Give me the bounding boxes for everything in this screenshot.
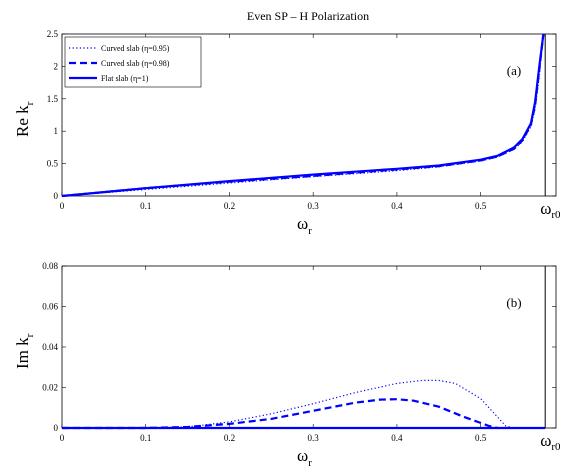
- plot-frame: [61, 265, 557, 429]
- legend-entry-label: Curved slab (η=0.98): [101, 59, 170, 68]
- x-tick-label: 0.4: [391, 433, 403, 443]
- y-tick-label: 0: [54, 191, 59, 201]
- x-axis-label: ωr: [297, 446, 312, 469]
- series-line-dashed: [62, 398, 498, 430]
- panel-annotation: (a): [507, 63, 521, 78]
- y-tick-label: 0.08: [42, 261, 58, 271]
- x-tick-label: 0.1: [140, 201, 151, 211]
- omega-r0-label: ωr0: [540, 199, 561, 221]
- x-tick-label: 0: [60, 201, 65, 211]
- x-tick-label: 0: [60, 433, 65, 443]
- x-tick-label: 0.2: [224, 201, 235, 211]
- y-tick-label: 0.06: [42, 302, 58, 312]
- omega-r0-label: ωr0: [540, 431, 561, 453]
- panel-a: 0 0.1 0.2 0.3 0.4 0.5 0 0.5 1 1.5 2 2.5 ωr Re kr ωr0 (a…: [13, 29, 561, 237]
- series-line-solid: [61, 33, 545, 198]
- y-tick-label: 0: [54, 423, 59, 433]
- chart-title: Even SP – H Polarization: [247, 9, 369, 23]
- legend-entry-label: Flat slab (η=1): [101, 74, 149, 83]
- x-tick-label: 0.4: [391, 201, 403, 211]
- x-axis-label: ωr: [297, 214, 312, 237]
- y-tick-label: 2.5: [47, 29, 59, 39]
- y-tick-label: 0.5: [47, 159, 59, 169]
- x-tick-label: 0.2: [224, 433, 235, 443]
- x-tick-label: 0.5: [475, 201, 487, 211]
- y-axis-label: Re kr: [13, 101, 36, 137]
- x-tick-label: 0.3: [308, 433, 320, 443]
- y-axis-label: Im kr: [13, 333, 36, 369]
- y-tick-label: 0.04: [42, 342, 58, 352]
- y-tick-label: 1.5: [47, 94, 59, 104]
- y-tick-label: 2: [54, 61, 59, 71]
- y-tick-label: 1: [54, 126, 59, 136]
- x-tick-label: 0.1: [140, 433, 151, 443]
- y-tick-label: 0.02: [42, 383, 58, 393]
- x-tick-label: 0.3: [308, 201, 320, 211]
- series-line-dotted: [61, 33, 544, 197]
- legend-entry-label: Curved slab (η=0.95): [101, 44, 170, 53]
- panel-annotation: (b): [506, 295, 521, 310]
- x-tick-label: 0.5: [475, 433, 487, 443]
- panel-b: 0 0.1 0.2 0.3 0.4 0.5 0 0.02 0.04 0.06 0.08 ωr Im kr…: [13, 261, 561, 469]
